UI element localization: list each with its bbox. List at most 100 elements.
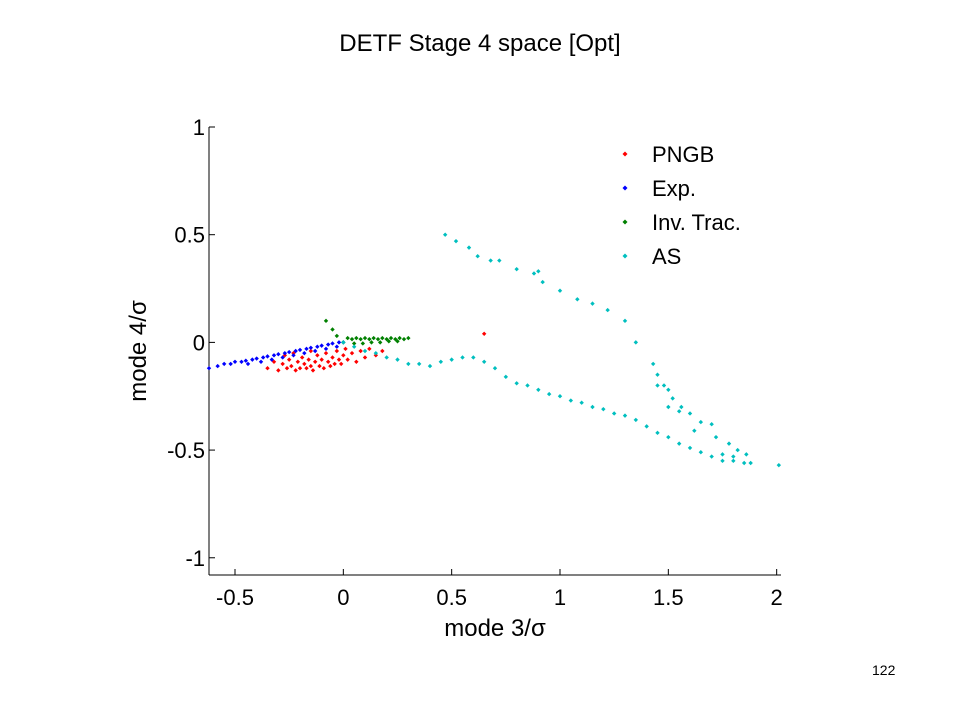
x-tick-label: 2: [771, 585, 783, 610]
data-point-as: [406, 361, 411, 367]
data-point-pngb: [297, 366, 303, 371]
data-point-exp: [254, 356, 259, 361]
data-point-as: [698, 450, 704, 455]
x-tick-label: -0.5: [216, 585, 254, 610]
data-point-pngb: [276, 368, 281, 373]
legend-label-as: AS: [652, 244, 681, 269]
data-point-pngb: [481, 331, 487, 336]
data-point-exp: [315, 344, 320, 349]
data-point-exp: [258, 359, 264, 364]
data-point-as: [540, 279, 545, 285]
data-point-as: [720, 452, 725, 457]
data-point-as: [471, 355, 476, 360]
x-tick-label: 1.5: [653, 585, 684, 610]
data-point-pngb: [304, 366, 309, 371]
data-point-inv-trac: [349, 336, 355, 342]
data-point-exp: [265, 354, 270, 359]
data-point-as: [351, 344, 357, 349]
data-point-as: [497, 258, 502, 263]
page-number: 122: [872, 662, 896, 678]
data-point-exp: [308, 345, 314, 350]
data-point-as: [579, 400, 584, 405]
legend-label-exp: Exp.: [652, 176, 696, 201]
legend-marker-pngb: [622, 151, 628, 157]
data-point-as: [633, 417, 639, 423]
data-point-inv-trac: [406, 335, 411, 341]
data-point-exp: [286, 349, 292, 355]
data-point-pngb: [306, 357, 311, 362]
data-point-exp: [325, 342, 331, 347]
data-point-inv-trac: [377, 340, 383, 345]
data-point-exp: [319, 343, 324, 348]
legend-marker-exp: [622, 185, 628, 191]
x-tick-label: 1: [554, 585, 566, 610]
data-point-as: [362, 348, 368, 354]
data-point-as: [481, 359, 487, 364]
data-point-pngb: [317, 363, 322, 369]
data-point-exp: [304, 346, 309, 352]
data-point-as: [698, 419, 704, 425]
data-point-as: [488, 258, 493, 263]
data-point-as: [492, 366, 498, 371]
legend-label-inv-trac: Inv. Trac.: [652, 210, 741, 235]
data-point-inv-trac: [334, 333, 340, 339]
data-point-exp: [330, 341, 335, 346]
data-point-exp: [221, 361, 227, 367]
data-point-exp: [228, 361, 233, 367]
data-point-exp: [293, 348, 298, 354]
legend-marker-inv-trac: [622, 219, 628, 225]
data-point-pngb: [358, 348, 363, 354]
data-points: [206, 232, 782, 468]
data-point-pngb: [338, 361, 344, 367]
data-point-inv-trac: [388, 335, 394, 341]
legend: PNGB Exp. Inv. Trac. AS: [622, 142, 741, 269]
data-point-as: [590, 301, 595, 306]
slide-title: DETF Stage 4 space [Opt]: [339, 30, 621, 57]
data-point-inv-trac: [330, 327, 335, 332]
data-point-as: [731, 458, 736, 464]
data-point-inv-trac: [360, 341, 366, 346]
x-axis-label: mode 3/σ: [444, 615, 546, 642]
y-tick-label: -0.5: [167, 438, 205, 463]
data-point-pngb: [349, 350, 355, 356]
data-point-as: [536, 387, 541, 392]
data-point-pngb: [308, 348, 314, 354]
data-point-as: [601, 406, 606, 412]
data-point-inv-trac: [401, 336, 407, 342]
data-point-inv-trac: [351, 341, 357, 346]
data-point-pngb: [295, 359, 301, 364]
data-point-exp: [276, 352, 281, 357]
data-point-as: [744, 452, 749, 457]
y-tick-label: 1: [193, 115, 205, 140]
axes: -0.5 0 0.5 1 1.5 2 1 0.5 0 -0.5 -1 mode 3/σ mode 4/σ: [125, 115, 783, 642]
data-point-pngb: [293, 368, 298, 373]
data-point-pngb: [299, 355, 305, 360]
data-point-inv-trac: [354, 335, 359, 341]
data-point-as: [475, 254, 480, 259]
data-point-as: [666, 404, 671, 410]
data-point-pngb: [343, 346, 348, 352]
data-point-as: [503, 374, 509, 380]
data-point-as: [622, 318, 628, 324]
data-point-pngb: [328, 363, 333, 369]
data-point-pngb: [332, 361, 337, 367]
data-point-as: [655, 372, 660, 377]
data-point-inv-trac: [362, 335, 368, 341]
data-point-as: [776, 462, 782, 468]
data-point-pngb: [330, 355, 335, 360]
data-point-pngb: [289, 363, 294, 369]
data-point-pngb: [265, 366, 270, 371]
x-tick-label: 0.5: [436, 585, 467, 610]
data-point-as: [536, 269, 541, 274]
data-point-as: [655, 430, 660, 436]
data-point-as: [713, 434, 719, 440]
data-point-pngb: [345, 357, 350, 362]
data-point-as: [676, 409, 682, 414]
data-point-exp: [312, 348, 318, 354]
data-point-as: [449, 357, 454, 362]
data-point-pngb: [336, 357, 342, 362]
data-point-as: [735, 447, 740, 453]
data-point-exp: [206, 366, 212, 371]
data-point-as: [655, 383, 660, 388]
data-point-exp: [215, 363, 220, 369]
